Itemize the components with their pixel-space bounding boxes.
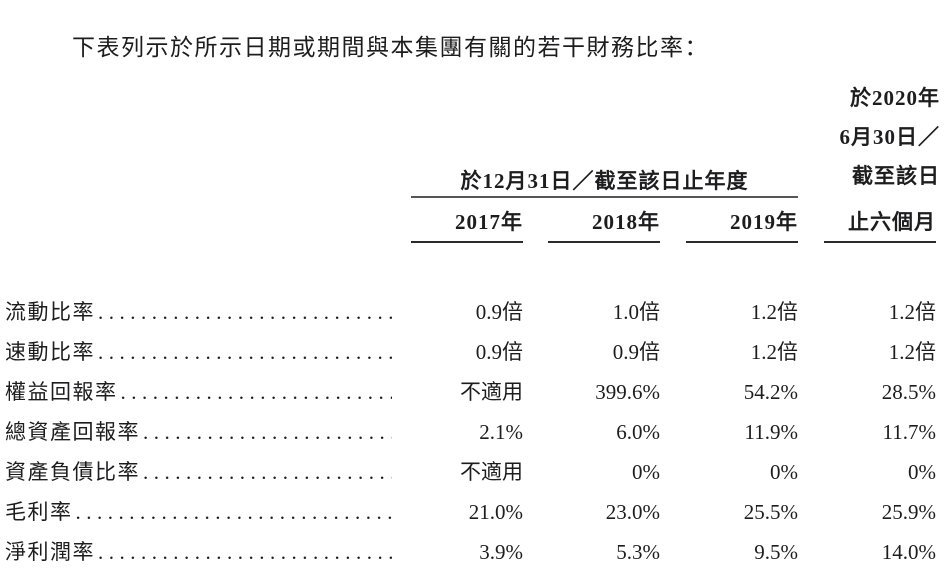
cell-six-months: 1.2倍: [888, 340, 936, 364]
dot-leader: ........................................…: [143, 420, 392, 444]
cell-2018: 0.9倍: [612, 340, 660, 364]
cell-2018: 399.6%: [595, 380, 660, 404]
dot-leader: ........................................…: [75, 500, 393, 524]
row-label: 資產負債比率: [5, 460, 140, 484]
cell-2017: 21.0%: [468, 500, 523, 524]
column-group-rule: [411, 196, 798, 198]
cell-six-months: 1.2倍: [888, 300, 936, 324]
cell-six-months: 0%: [908, 460, 936, 484]
cell-2018: 5.3%: [616, 540, 660, 564]
column-header-2020-period: 於2020年 6月30日／ 截至該日: [840, 79, 941, 196]
row-label: 總資產回報率: [5, 420, 140, 444]
table-row: 總資產回報率..................................…: [5, 412, 936, 452]
column-header-six-months: 止六個月: [824, 208, 936, 243]
cell-2019: 54.2%: [743, 380, 798, 404]
column-header-2020-line-3: 截至該日: [852, 164, 940, 188]
cell-2019: 1.2倍: [750, 340, 798, 364]
column-header-2019: 2019年: [686, 208, 798, 243]
intro-paragraph: 下表列示於所示日期或期間與本集團有關的若干財務比率：: [72, 35, 709, 60]
cell-2017: 2.1%: [479, 420, 523, 444]
cell-2018: 6.0%: [616, 420, 660, 444]
cell-six-months: 11.7%: [882, 420, 936, 444]
row-label-cell: 權益回報率...................................…: [5, 372, 406, 412]
row-label-cell: 總資產回報率..................................…: [5, 412, 406, 452]
cell-2019: 0%: [770, 460, 798, 484]
dot-leader: ........................................…: [98, 300, 392, 324]
cell-six-months: 14.0%: [881, 540, 936, 564]
table-row: 權益回報率...................................…: [5, 372, 936, 412]
table-row: 速動比率....................................…: [5, 332, 936, 372]
row-label: 毛利率: [5, 500, 73, 524]
row-label: 速動比率: [5, 340, 95, 364]
row-label-cell: 速動比率....................................…: [5, 332, 406, 372]
cell-2018: 23.0%: [605, 500, 660, 524]
cell-2017: 不適用: [460, 380, 523, 404]
column-header-2017: 2017年: [411, 208, 523, 243]
cell-2019: 11.9%: [744, 420, 798, 444]
table-row: 淨利潤率....................................…: [5, 532, 936, 572]
table-row: 流動比率....................................…: [5, 292, 936, 332]
row-label-cell: 流動比率....................................…: [5, 292, 406, 332]
dot-leader: ........................................…: [120, 380, 393, 404]
dot-leader: ........................................…: [98, 540, 392, 564]
row-label-cell: 毛利率.....................................…: [5, 492, 406, 532]
column-group-header-annual: 於12月31日／截至該日止年度: [460, 169, 749, 193]
dot-leader: ........................................…: [143, 460, 392, 484]
cell-2018: 0%: [632, 460, 660, 484]
cell-2017: 3.9%: [479, 540, 523, 564]
cell-2019: 1.2倍: [750, 300, 798, 324]
row-label-cell: 淨利潤率....................................…: [5, 532, 406, 572]
table-row: 資產負債比率..................................…: [5, 452, 936, 492]
cell-six-months: 28.5%: [881, 380, 936, 404]
cell-six-months: 25.9%: [881, 500, 936, 524]
cell-2017: 0.9倍: [475, 300, 523, 324]
table-body: 流動比率....................................…: [5, 292, 936, 572]
table-row: 毛利率.....................................…: [5, 492, 936, 532]
cell-2017: 0.9倍: [475, 340, 523, 364]
cell-2019: 25.5%: [743, 500, 798, 524]
column-header-2020-line-2: 6月30日／: [839, 125, 940, 149]
column-header-2018: 2018年: [548, 208, 660, 243]
cell-2019: 9.5%: [754, 540, 798, 564]
cell-2017: 不適用: [460, 460, 523, 484]
dot-leader: ........................................…: [98, 340, 392, 364]
row-label: 流動比率: [5, 300, 95, 324]
row-label-cell: 資產負債比率..................................…: [5, 452, 406, 492]
row-label: 淨利潤率: [5, 540, 95, 564]
column-header-2020-line-1: 於2020年: [850, 86, 940, 110]
row-label: 權益回報率: [5, 380, 118, 404]
cell-2018: 1.0倍: [612, 300, 660, 324]
